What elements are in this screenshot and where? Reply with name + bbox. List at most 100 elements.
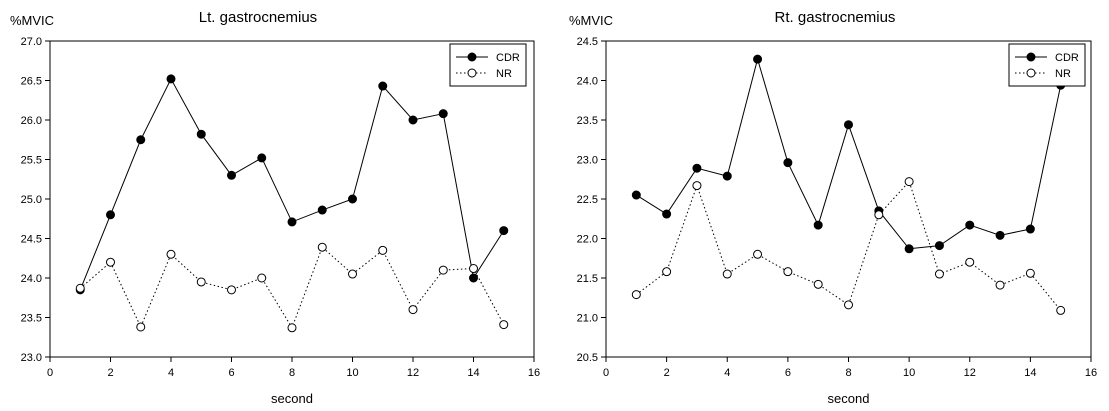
- data-point-cdr: [106, 210, 115, 220]
- data-point-cdr: [438, 109, 448, 119]
- legend-label-nr: NR: [496, 68, 512, 80]
- data-point-nr: [783, 267, 793, 277]
- data-point-cdr: [196, 129, 206, 139]
- data-point-cdr: [631, 190, 641, 200]
- chart-title: Rt. gastrocnemius: [775, 9, 896, 26]
- data-point-cdr: [904, 244, 914, 254]
- y-tick-label: 26.0: [21, 115, 42, 127]
- data-point-cdr: [499, 226, 509, 236]
- data-point-nr: [995, 280, 1005, 290]
- y-tick-label: 25.0: [21, 194, 42, 206]
- y-tick-label: 24.0: [21, 273, 42, 285]
- data-point-nr: [631, 290, 641, 300]
- y-tick-label: 25.5: [21, 155, 42, 167]
- x-tick-label: 12: [964, 367, 976, 379]
- legend-label-nr: NR: [1055, 68, 1071, 80]
- data-point-nr: [196, 277, 206, 287]
- x-tick-label: 6: [228, 367, 234, 379]
- data-point-cdr: [844, 120, 853, 130]
- x-tick-label: 16: [1085, 367, 1097, 379]
- y-tick-label: 22.5: [577, 194, 598, 206]
- chart-title: Lt. gastrocnemius: [199, 9, 317, 26]
- data-point-cdr: [257, 153, 267, 163]
- data-point-cdr: [692, 163, 702, 173]
- data-point-nr: [1056, 305, 1066, 315]
- series-line-cdr: [636, 57, 1062, 250]
- y-tick-label: 24.0: [577, 76, 598, 88]
- chart-1: Lt. gastrocnemius %MVIC second 0 2 4 6 8 10 12 14 1…: [10, 9, 540, 406]
- data-point-nr: [692, 181, 702, 191]
- data-point-nr: [227, 285, 236, 295]
- data-point-nr: [499, 320, 509, 330]
- data-point-nr: [317, 242, 327, 252]
- x-tick-label: 4: [724, 367, 730, 379]
- plot-frame: [49, 40, 535, 358]
- data-point-nr: [166, 249, 176, 259]
- data-point-nr: [75, 283, 85, 293]
- data-point-nr: [844, 300, 853, 310]
- data-point-nr: [1025, 268, 1035, 278]
- data-point-nr: [722, 269, 732, 279]
- y-axis-label: %MVIC: [10, 13, 54, 28]
- data-point-cdr: [136, 135, 146, 145]
- data-point-cdr: [722, 171, 732, 181]
- data-point-nr: [287, 323, 297, 333]
- legend-box: [1008, 43, 1086, 87]
- data-point-nr: [106, 257, 115, 267]
- data-point-nr: [438, 265, 448, 275]
- x-axis-label: second: [828, 391, 870, 406]
- data-point-cdr: [662, 209, 672, 219]
- y-tick-label: 24.5: [21, 234, 42, 246]
- y-tick-label: 20.5: [577, 352, 598, 364]
- x-tick-label: 14: [467, 367, 479, 379]
- data-point-cdr: [166, 74, 176, 84]
- data-point-cdr: [753, 54, 763, 64]
- data-point-cdr: [965, 220, 975, 230]
- y-tick-label: 27.0: [21, 36, 42, 48]
- data-point-nr: [753, 249, 763, 259]
- legend-marker-cdr: [1026, 52, 1036, 62]
- legend-label-cdr: CDR: [496, 52, 520, 64]
- legend-marker-nr: [467, 68, 477, 78]
- x-tick-label: 8: [845, 367, 851, 379]
- y-tick-label: 21.5: [577, 273, 598, 285]
- y-tick-label: 23.0: [577, 155, 598, 167]
- data-point-nr: [965, 257, 975, 267]
- y-tick-label: 23.5: [577, 115, 598, 127]
- data-point-nr: [378, 245, 388, 255]
- data-point-cdr: [813, 220, 823, 230]
- y-tick-label: 24.5: [577, 36, 598, 48]
- x-tick-label: 8: [289, 367, 295, 379]
- x-tick-label: 16: [528, 367, 540, 379]
- data-point-nr: [934, 269, 944, 279]
- data-point-cdr: [348, 194, 357, 204]
- x-tick-label: 4: [168, 367, 174, 379]
- y-tick-label: 22.0: [577, 234, 598, 246]
- data-point-nr: [662, 267, 672, 277]
- data-point-nr: [136, 322, 146, 332]
- x-axis-label: second: [271, 391, 313, 406]
- data-point-nr: [408, 305, 418, 315]
- data-point-cdr: [469, 273, 478, 283]
- legend: CDR NR: [449, 43, 527, 87]
- legend-box: [449, 43, 527, 87]
- x-tick-label: 0: [603, 367, 609, 379]
- data-point-cdr: [1025, 224, 1035, 234]
- data-point-cdr: [934, 241, 944, 251]
- data-point-nr: [904, 177, 914, 187]
- data-point-nr: [813, 279, 823, 289]
- data-point-nr: [257, 273, 267, 283]
- x-tick-label: 0: [47, 367, 53, 379]
- data-point-nr: [348, 269, 357, 279]
- y-tick-label: 26.5: [21, 76, 42, 88]
- legend: CDR NR: [1008, 43, 1086, 87]
- data-point-cdr: [995, 230, 1005, 240]
- x-tick-label: 10: [346, 367, 358, 379]
- x-tick-label: 6: [785, 367, 791, 379]
- data-point-cdr: [783, 158, 793, 168]
- data-point-cdr: [317, 205, 327, 215]
- series-line-nr: [79, 246, 505, 329]
- data-point-cdr: [287, 217, 297, 227]
- chart-2: Rt. gastrocnemius %MVIC second 0 2 4 6 8 10 12 14 1…: [569, 9, 1097, 406]
